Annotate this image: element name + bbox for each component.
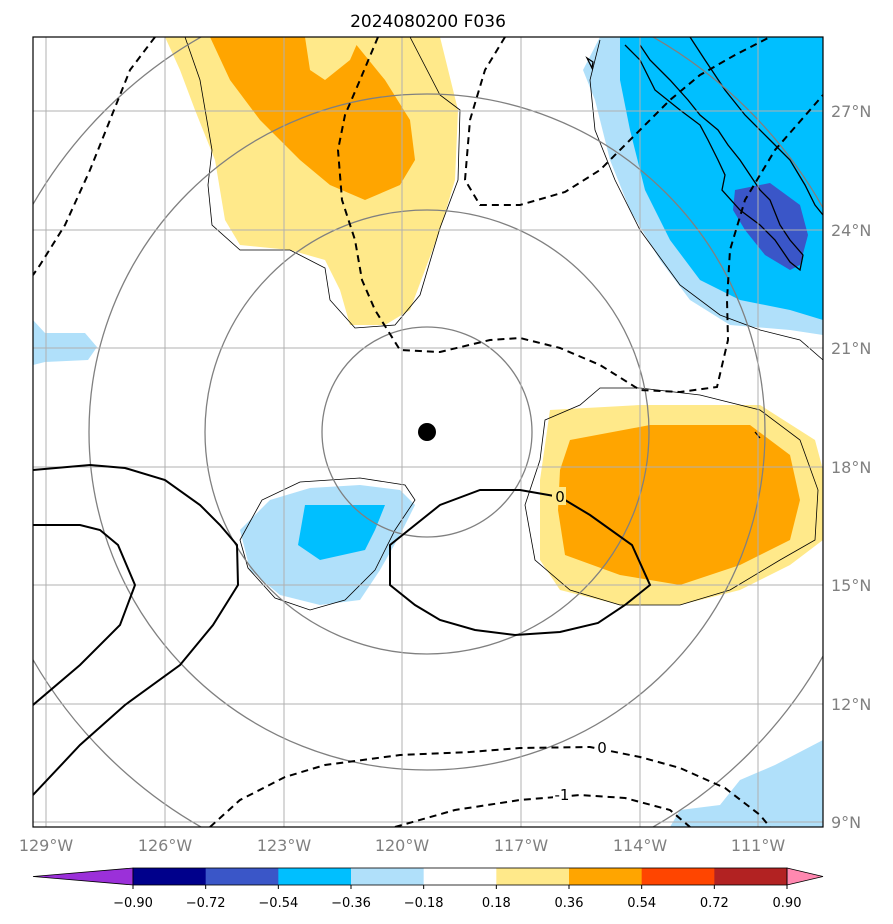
thin-contour-east <box>524 387 819 606</box>
range-circle-3 <box>88 93 766 771</box>
colorbar-segment <box>351 868 425 885</box>
contour-label-zero-east: 0 <box>555 488 565 506</box>
dashed-contour-zero-south <box>209 745 771 827</box>
colorbar-tick-label: −0.90 <box>113 896 153 911</box>
colorbar-segments <box>32 867 824 886</box>
coastline-mainland <box>689 37 823 216</box>
colorbar-tick-label: 0.54 <box>627 896 656 911</box>
longitude-ticks: 129°W 126°W 123°W 120°W 117°W 114°W 111°… <box>19 836 786 855</box>
colorbar-tick-label: −0.54 <box>258 896 298 911</box>
colorbar: −0.90 −0.72 −0.54 −0.36 −0.18 0.18 0.36 0.54 0.7… <box>32 867 824 911</box>
figure-title: 2024080200 F036 <box>350 12 506 32</box>
storm-center-dot <box>418 423 436 441</box>
colorbar-tick-label: 0.72 <box>700 896 729 911</box>
positive-anomaly-nw-cut <box>305 37 360 80</box>
colorbar-segment <box>714 868 788 885</box>
dashed-contours <box>33 37 823 827</box>
colorbar-extend-high <box>786 867 824 886</box>
colorbar-segment <box>133 868 207 885</box>
range-circles <box>33 37 823 827</box>
contour-label-minus1: -1 <box>555 786 570 804</box>
lon-tick-label: 114°W <box>613 836 668 855</box>
range-circle-2 <box>204 209 650 655</box>
lon-tick-label: 117°W <box>494 836 549 855</box>
colorbar-segment <box>641 868 715 885</box>
lon-tick-label: 126°W <box>138 836 193 855</box>
negative-anomaly-south-cyan <box>298 505 385 560</box>
lat-tick-label: 9°N <box>831 813 861 832</box>
colorbar-tick-label: −0.36 <box>331 896 371 911</box>
dashed-contour-nw <box>33 37 156 276</box>
thin-contour-ne <box>589 39 823 361</box>
negative-anomaly-west-light <box>33 320 97 365</box>
colorbar-tick-label: 0.18 <box>482 896 511 911</box>
positive-anomaly-nw-orange <box>210 37 415 200</box>
lon-tick-label: 111°W <box>731 836 786 855</box>
solid-contour-west-outer <box>33 463 240 796</box>
filled-anomaly-regions <box>33 37 823 827</box>
colorbar-ticks: −0.90 −0.72 −0.54 −0.36 −0.18 0.18 0.36 0.54 0.7… <box>113 885 801 911</box>
range-circle-1 <box>321 326 533 538</box>
contour-labels: 0 0 -1 <box>552 487 609 804</box>
colorbar-segment <box>278 868 352 885</box>
solid-contour-zero-east <box>389 489 652 637</box>
dashed-contour-minus1 <box>394 793 691 827</box>
negative-anomaly-se-light <box>670 740 823 827</box>
colorbar-segment <box>569 868 643 885</box>
colorbar-segment <box>205 868 279 885</box>
map-area <box>33 37 823 827</box>
colorbar-frame <box>132 867 788 886</box>
thin-contour-south <box>239 477 416 611</box>
colorbar-segment <box>423 868 497 885</box>
lat-tick-label: 21°N <box>831 339 871 358</box>
contour-label-zero-south: 0 <box>597 739 607 757</box>
lat-tick-label: 18°N <box>831 458 871 477</box>
lon-tick-label: 120°W <box>375 836 430 855</box>
colorbar-tick-label: −0.72 <box>186 896 226 911</box>
lon-tick-label: 129°W <box>19 836 74 855</box>
solid-contour-west-inner <box>33 524 137 706</box>
colorbar-extend-low <box>32 867 134 886</box>
lat-tick-label: 27°N <box>831 102 871 121</box>
coastline-baja <box>624 44 804 272</box>
coastline <box>585 37 823 439</box>
gridlines <box>33 37 823 827</box>
dashed-contour-center <box>336 37 823 394</box>
colorbar-tick-label: 0.36 <box>555 896 584 911</box>
dashed-contour-north <box>463 37 771 206</box>
lat-tick-label: 24°N <box>831 221 871 240</box>
lon-tick-label: 123°W <box>257 836 312 855</box>
colorbar-tick-label: −0.18 <box>404 896 444 911</box>
negative-anomaly-ne-blue <box>733 183 808 270</box>
colorbar-tick-label: 0.90 <box>773 896 802 911</box>
lat-tick-label: 15°N <box>831 576 871 595</box>
solid-contours <box>33 463 652 796</box>
lat-tick-label: 12°N <box>831 695 871 714</box>
map-frame <box>32 36 824 828</box>
latitude-ticks: 27°N 24°N 21°N 18°N 15°N 12°N 9°N <box>831 102 871 832</box>
coastline-island <box>585 56 594 71</box>
colorbar-segment <box>496 868 570 885</box>
